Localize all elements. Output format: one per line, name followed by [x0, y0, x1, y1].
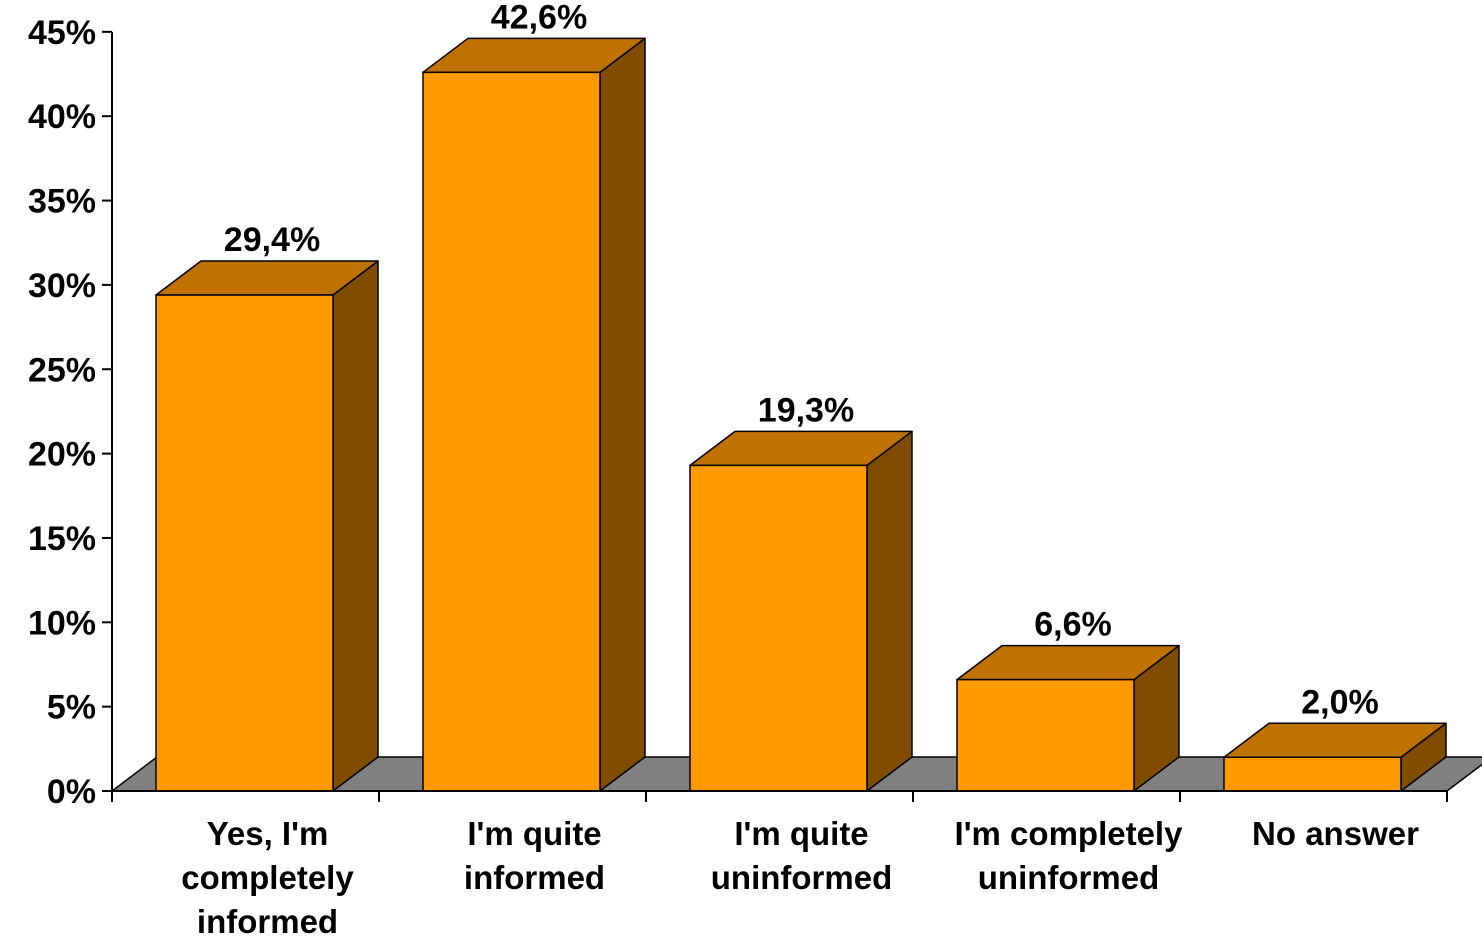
bar [689, 430, 913, 792]
data-label: 29,4% [224, 221, 320, 259]
bar-front [1223, 756, 1402, 792]
bar-front [155, 294, 334, 792]
category-label: I'm completely uninformed [955, 815, 1184, 896]
data-label: 42,6% [491, 0, 587, 36]
bar-side [599, 37, 646, 792]
category-label: Yes, I'm completely informed [181, 815, 354, 936]
bar [422, 37, 646, 792]
data-label: 6,6% [1034, 606, 1112, 644]
y-tick-label: 25% [28, 351, 96, 389]
y-tick-label: 15% [28, 520, 96, 558]
y-tick-label: 0% [47, 773, 96, 811]
category-label-line: uninformed [711, 859, 892, 896]
bar-front [956, 678, 1135, 792]
category-label-line: I'm quite [467, 815, 601, 852]
category-label-line: Yes, I'm [207, 815, 329, 852]
category-label: I'm quite informed [464, 815, 605, 896]
x-axis: Yes, I'm completely informed I'm quite infor… [111, 790, 1448, 936]
category-label-line: I'm completely [955, 815, 1184, 852]
y-tick-label: 35% [28, 183, 96, 221]
category-label-line: uninformed [978, 859, 1159, 896]
y-tick-label: 20% [28, 436, 96, 474]
category-label: I'm quite uninformed [711, 815, 892, 896]
bar-front [689, 464, 868, 792]
category-label-line: informed [197, 903, 338, 936]
category-label-line: No answer [1252, 815, 1419, 852]
bar-side [332, 260, 379, 792]
y-tick-label: 30% [28, 267, 96, 305]
y-axis: 0% 5% 10% 15% 20% 25% 30% 35% 40% 45% [28, 14, 113, 811]
category-label-line: I'm quite [734, 815, 868, 852]
y-tick-label: 40% [28, 98, 96, 136]
bar [956, 644, 1180, 792]
data-label: 19,3% [758, 391, 854, 429]
bar [1223, 722, 1447, 792]
data-labels: 29,4% 42,6% 19,3% 6,6% 2,0% [224, 0, 1379, 721]
category-label-line: completely [181, 859, 354, 896]
y-tick-label: 45% [28, 14, 96, 52]
bar-front [422, 71, 601, 792]
data-label: 2,0% [1301, 683, 1379, 721]
y-tick-label: 10% [28, 604, 96, 642]
category-label: No answer [1252, 815, 1419, 852]
bar-side [866, 430, 913, 792]
category-label-line: informed [464, 859, 605, 896]
bar [155, 260, 379, 792]
y-tick-label: 5% [47, 689, 96, 727]
